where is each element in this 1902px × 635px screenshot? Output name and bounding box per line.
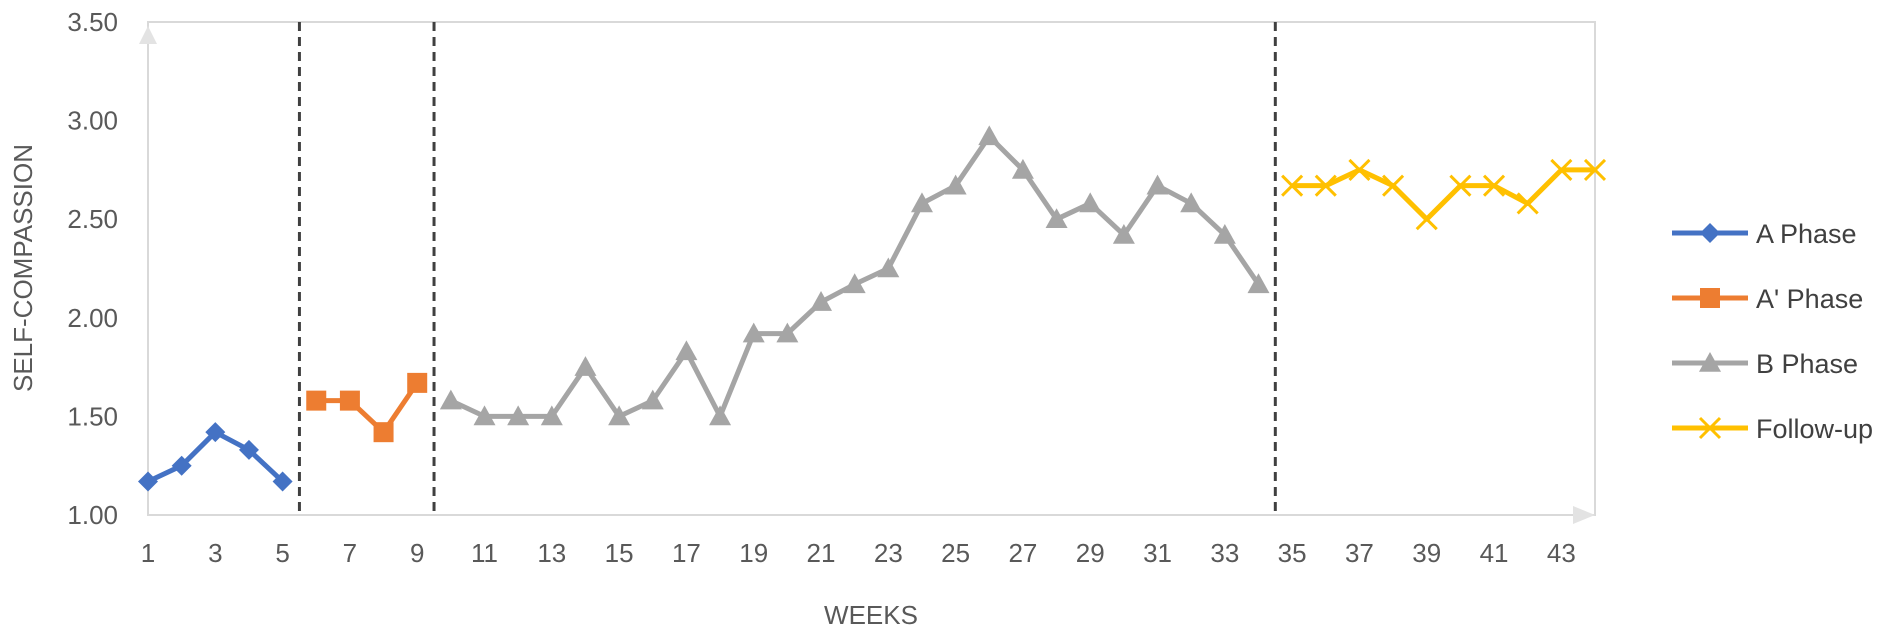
x-tick-label: 37 <box>1345 538 1374 568</box>
data-point <box>1382 174 1405 197</box>
y-axis-title: SELF-COMPASSION <box>8 144 38 392</box>
data-point <box>171 455 192 476</box>
y-tick-label: 1.00 <box>67 500 118 530</box>
series-a-phase <box>306 372 428 443</box>
legend-label: A' Phase <box>1756 284 1863 314</box>
data-point <box>1213 223 1236 244</box>
data-point <box>608 405 631 426</box>
series-line <box>1292 167 1595 222</box>
x-tick-label: 25 <box>941 538 970 568</box>
data-point <box>1011 158 1034 179</box>
data-point <box>1045 208 1068 228</box>
data-point <box>843 273 866 294</box>
data-point <box>507 405 530 426</box>
x-tick-label: 35 <box>1278 538 1307 568</box>
data-point <box>1146 174 1169 195</box>
data-point <box>1415 208 1438 231</box>
data-point <box>1583 158 1607 181</box>
y-tick-label: 3.50 <box>67 7 118 37</box>
data-point <box>1314 174 1337 197</box>
x-tick-label: 3 <box>208 538 222 568</box>
data-point <box>1449 174 1472 197</box>
data-point <box>540 405 563 426</box>
legend-marker-icon <box>1698 416 1722 440</box>
plot-area-border <box>147 21 1596 516</box>
data-point <box>339 390 360 411</box>
data-point <box>272 471 293 492</box>
x-tick-label: 29 <box>1076 538 1105 568</box>
data-point <box>675 340 698 361</box>
x-tick-label: 19 <box>739 538 768 568</box>
y-axis-arrow-icon <box>139 26 157 44</box>
data-point <box>1112 223 1135 244</box>
data-point <box>1482 174 1506 197</box>
legend-label: B Phase <box>1756 349 1858 379</box>
x-tick-label: 39 <box>1412 538 1441 568</box>
legend-item: A' Phase <box>1672 284 1863 314</box>
x-tick-label: 9 <box>410 538 424 568</box>
data-point <box>910 192 933 213</box>
legend-label: A Phase <box>1756 219 1857 249</box>
data-point <box>473 405 496 426</box>
y-tick-label: 1.50 <box>67 401 118 431</box>
x-tick-label: 41 <box>1480 538 1509 568</box>
data-point <box>944 174 967 195</box>
data-point <box>238 439 259 460</box>
y-tick-label: 3.00 <box>67 106 118 136</box>
x-tick-label: 13 <box>537 538 566 568</box>
data-point <box>810 291 833 311</box>
y-tick-label: 2.50 <box>67 204 118 234</box>
data-point <box>877 257 900 278</box>
legend: A Phase A' Phase B Phase Follow-up <box>1672 219 1873 444</box>
x-tick-label: 7 <box>343 538 357 568</box>
legend-item: B Phase <box>1672 349 1858 379</box>
x-tick-label: 15 <box>605 538 634 568</box>
series-b-phase <box>439 125 1270 426</box>
data-point <box>742 322 765 343</box>
legend-marker-icon <box>1699 352 1721 372</box>
data-point <box>306 390 327 411</box>
x-tick-label: 21 <box>807 538 836 568</box>
data-point <box>1079 192 1102 213</box>
data-point <box>1247 273 1270 294</box>
x-axis-title: WEEKS <box>824 600 918 630</box>
legend-label: Follow-up <box>1756 414 1873 444</box>
data-point <box>709 405 732 426</box>
data-point <box>1348 158 1371 181</box>
data-point <box>1516 192 1539 215</box>
x-tick-label: 23 <box>874 538 903 568</box>
x-tick-label: 17 <box>672 538 701 568</box>
legend-marker-icon <box>1700 223 1720 243</box>
legend-marker-icon <box>1700 288 1720 308</box>
x-tick-label: 11 <box>471 538 498 568</box>
x-tick-label: 5 <box>275 538 289 568</box>
data-point <box>407 372 428 393</box>
data-point <box>138 471 158 492</box>
series-line <box>316 381 420 435</box>
data-point <box>978 125 1001 146</box>
x-tick-label: 43 <box>1547 538 1576 568</box>
series-a-phase <box>138 422 293 492</box>
legend-item: Follow-up <box>1672 414 1873 444</box>
x-tick-label: 1 <box>141 538 155 568</box>
data-point <box>776 322 799 343</box>
x-axis-arrow-icon <box>1573 506 1595 524</box>
data-point <box>439 389 462 410</box>
y-tick-label: 2.00 <box>67 303 118 333</box>
data-point <box>641 389 664 410</box>
data-point <box>1550 158 1573 181</box>
x-tick-label: 31 <box>1143 538 1172 568</box>
x-tick-label: 33 <box>1210 538 1239 568</box>
series-follow-up <box>1281 158 1607 231</box>
data-point <box>1281 174 1304 197</box>
data-point <box>1180 192 1203 213</box>
data-point <box>205 422 226 443</box>
legend-item: A Phase <box>1672 219 1857 249</box>
x-tick-label: 27 <box>1008 538 1037 568</box>
data-point <box>373 422 394 443</box>
data-point <box>574 356 597 376</box>
